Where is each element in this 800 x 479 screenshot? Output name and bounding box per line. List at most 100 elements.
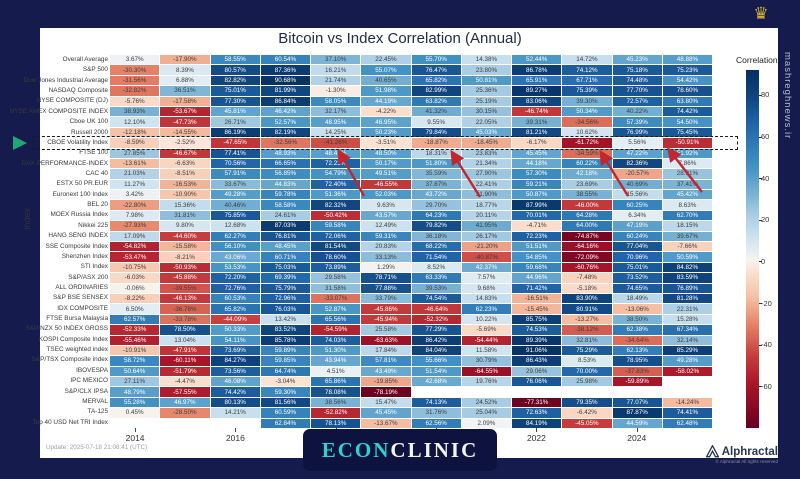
heatmap-cell: 52.03% — [361, 190, 410, 199]
heatmap-cell: 35.59% — [412, 169, 461, 178]
heatmap-cell: 82.32% — [311, 200, 360, 209]
heatmap-cell: 55.66% — [412, 356, 461, 365]
heatmap-cell: 45.23% — [613, 55, 662, 64]
heatmap-cell: 76.89% — [663, 284, 712, 293]
row-label: NYSE COMPOSITE (DJ) — [0, 96, 108, 106]
heatmap-cell: 74.41% — [663, 408, 712, 417]
x-tick-label: 2016 — [226, 433, 245, 443]
heatmap-cell: 42.37% — [462, 263, 511, 272]
heatmap-cell: 78.50% — [160, 325, 209, 334]
row-label: Nikkei 225 — [0, 221, 108, 231]
heatmap-cell: 60.54% — [261, 55, 310, 64]
heatmap-cell: 78.08% — [311, 387, 360, 396]
heatmap-cell: -34.56% — [562, 117, 611, 126]
heatmap-cell: -54.44% — [462, 336, 511, 345]
heatmap-cell: 75.03% — [261, 263, 310, 272]
heatmap-cell: 74.12% — [562, 65, 611, 74]
heatmap-cell: 51.54% — [412, 367, 461, 376]
crown-icon: ♛ — [748, 2, 774, 26]
heatmap-cell: 62.23% — [462, 304, 511, 313]
x-tick-label: 2024 — [627, 433, 646, 443]
heatmap-cell: -17.90% — [160, 55, 209, 64]
heatmap-cell: 54.42% — [663, 76, 712, 85]
heatmap-cell: 11.27% — [110, 180, 159, 189]
heatmap-cell: 62.70% — [663, 211, 712, 220]
heatmap-cell: 0.45% — [110, 408, 159, 417]
heatmap-cell: 58.05% — [311, 97, 360, 106]
heatmap-cell: 40.65% — [361, 76, 410, 85]
heatmap-cell: 51.36% — [311, 190, 360, 199]
heatmap-cell: 60.59% — [261, 408, 310, 417]
heatmap-cell: 23.80% — [462, 65, 511, 74]
heatmap-cell: 65.82% — [211, 304, 260, 313]
heatmap-cell: 72.57% — [613, 97, 662, 106]
heatmap-cell: 78.60% — [663, 86, 712, 95]
colorbar-title: Correlation — [736, 55, 778, 65]
heatmap-cell: 58.55% — [211, 55, 260, 64]
heatmap-cell: 75.29% — [562, 346, 611, 355]
alphractal-credit: Alphractal © Alphractal All rights reser… — [694, 445, 778, 464]
heatmap-cell: -45.86% — [361, 304, 410, 313]
heatmap-cell: 40.46% — [211, 200, 260, 209]
heatmap-cell: -33.07% — [311, 294, 360, 303]
heatmap-cell: -8.51% — [160, 169, 209, 178]
heatmap-cell: -60.11% — [160, 356, 209, 365]
heatmap-cell: 25.36% — [462, 86, 511, 95]
heatmap-cell: 82.36% — [613, 159, 662, 168]
heatmap-cell: -47.73% — [160, 117, 209, 126]
colorbar-tick-label: 60 — [761, 132, 769, 141]
heatmap-cell: 50.64% — [110, 367, 159, 376]
heatmap-cell: -77.31% — [512, 398, 561, 407]
heatmap-cell: 26.17% — [462, 232, 511, 241]
heatmap-cell: -13.61% — [110, 159, 159, 168]
heatmap-cell: -52.32% — [412, 315, 461, 324]
heatmap-cell: 84.19% — [512, 419, 561, 428]
heatmap-cell: -13.67% — [361, 419, 410, 428]
heatmap-cell: 37.41% — [663, 180, 712, 189]
heatmap-cell: 14.72% — [562, 55, 611, 64]
heatmap-cell: 51.98% — [361, 86, 410, 95]
heatmap-cell: -37.83% — [613, 367, 662, 376]
econclinic-logo: ECONCLINIC — [303, 429, 497, 471]
x-tick-mark — [235, 428, 236, 432]
row-label: Cboe UK 100 — [0, 117, 108, 127]
heatmap-cell: 42.18% — [562, 169, 611, 178]
heatmap-cell: 39.67% — [663, 232, 712, 241]
x-tick-mark — [536, 428, 537, 432]
heatmap-cell — [663, 377, 712, 386]
row-label: Euronext 100 Index — [0, 190, 108, 200]
heatmap-cell: -78.19% — [361, 387, 410, 396]
heatmap-cell: 44.59% — [613, 419, 662, 428]
heatmap-cell: 75.23% — [663, 65, 712, 74]
heatmap-cell: 15.28% — [663, 315, 712, 324]
heatmap-cell: 77.04% — [613, 242, 662, 251]
heatmap-cell: 43.49% — [361, 367, 410, 376]
heatmap-cell: -47.91% — [160, 346, 209, 355]
colorbar-tick-label: 0 — [761, 257, 765, 266]
row-label: IBOVESPA — [0, 366, 108, 376]
heatmap-cell: 47.19% — [613, 221, 662, 230]
heatmap-cell: -39.55% — [160, 284, 209, 293]
heatmap-cell: 59.89% — [261, 346, 310, 355]
x-tick-mark — [637, 428, 638, 432]
heatmap-cell: 40.69% — [613, 180, 662, 189]
heatmap-cell: 74.42% — [211, 387, 260, 396]
row-label: KOSPI Composite Index — [0, 335, 108, 345]
row-label: STI Index — [0, 262, 108, 272]
heatmap-cell: 22.05% — [462, 117, 511, 126]
heatmap-cell: -22.80% — [110, 200, 159, 209]
heatmap-cell: 50.17% — [361, 159, 410, 168]
heatmap-cell: 20.83% — [361, 242, 410, 251]
heatmap-cell: 32.14% — [663, 336, 712, 345]
heatmap-cell: 82.82% — [211, 76, 260, 85]
row-label: MOEX Russia Index — [0, 210, 108, 220]
heatmap-cell: -10.91% — [110, 346, 159, 355]
heatmap-cell: 52.57% — [261, 117, 310, 126]
heatmap-cell: 46.42% — [261, 107, 310, 116]
heatmap-cell: -0.06% — [110, 284, 159, 293]
heatmap-cell: -54.59% — [311, 325, 360, 334]
update-timestamp: Update: 2025-07-18 21:08:41 (UTC) — [46, 444, 147, 451]
heatmap-cell: 30.79% — [462, 356, 511, 365]
heatmap-cell: 72.63% — [512, 408, 561, 417]
heatmap-cell: -52.33% — [110, 325, 159, 334]
